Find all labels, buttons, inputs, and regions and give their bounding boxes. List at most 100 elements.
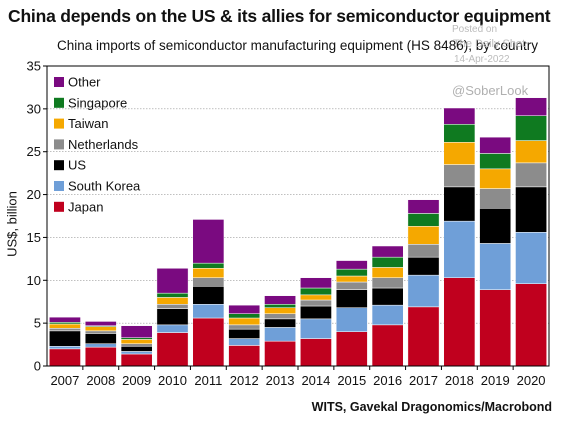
legend-swatch xyxy=(54,160,64,171)
bar-segment-us xyxy=(407,256,440,276)
bar-segment-south-korea xyxy=(515,232,547,284)
bar-segment-other xyxy=(335,260,368,270)
bar-segment-taiwan xyxy=(84,326,117,332)
bar-segment-us xyxy=(84,333,117,344)
x-tick-label: 2020 xyxy=(517,373,546,388)
legend-label: Japan xyxy=(68,199,103,214)
bar-segment-japan xyxy=(120,353,153,367)
bar-segment-us xyxy=(156,308,189,326)
x-tick-label: 2008 xyxy=(86,373,115,388)
bar-segment-taiwan xyxy=(228,317,261,326)
watermark-posted: Posted on xyxy=(452,24,498,35)
bar-segment-japan xyxy=(264,340,296,367)
bar-segment-us xyxy=(228,328,261,339)
bar-segment-taiwan xyxy=(371,267,404,278)
y-tick-label: 15 xyxy=(27,230,41,245)
bar-segment-south-korea xyxy=(479,243,512,290)
legend-label: South Korea xyxy=(68,179,141,194)
bar-segment-taiwan xyxy=(515,140,547,164)
x-tick-label: 2014 xyxy=(301,373,330,388)
bar-segment-us xyxy=(120,346,153,352)
watermark-date: 14-Apr-2022 xyxy=(454,54,510,65)
bar-segment-singapore xyxy=(49,322,81,325)
bar-segment-other xyxy=(407,199,440,214)
bar-segment-japan xyxy=(371,324,404,367)
bar-segment-netherlands xyxy=(228,324,261,330)
bar-segment-netherlands xyxy=(479,188,512,209)
bar-segment-singapore xyxy=(479,153,512,170)
bar-segment-japan xyxy=(407,306,440,367)
bar-segment-japan xyxy=(49,348,81,367)
bar-segment-other xyxy=(156,268,189,294)
bar-segment-singapore xyxy=(371,256,404,268)
x-tick-label: 2019 xyxy=(481,373,510,388)
legend-swatch xyxy=(54,118,64,129)
bar-segment-singapore xyxy=(264,304,296,308)
x-tick-label: 2017 xyxy=(409,373,438,388)
bar-segment-south-korea xyxy=(407,274,440,308)
bar-segment-taiwan xyxy=(300,294,332,301)
bar-segment-japan xyxy=(515,283,547,367)
bar-segment-japan xyxy=(479,289,512,367)
bar-segment-us xyxy=(335,289,368,308)
x-tick-label: 2009 xyxy=(122,373,151,388)
bar-segment-netherlands xyxy=(371,277,404,289)
chart-source: WITS, Gavekal Dragonomics/Macrobond xyxy=(311,400,552,414)
bar-segment-other xyxy=(300,277,332,289)
bar-segment-south-korea xyxy=(49,346,81,350)
y-tick-label: 25 xyxy=(27,144,41,159)
bar-segment-other xyxy=(120,325,153,338)
x-tick-label: 2016 xyxy=(373,373,402,388)
x-tick-label: 2011 xyxy=(194,373,222,388)
bar-segment-netherlands xyxy=(264,313,296,320)
bar-segment-south-korea xyxy=(443,220,476,278)
watermark-handle: @SoberLook xyxy=(452,83,529,98)
bar-segment-singapore xyxy=(300,287,332,296)
bar-segment-singapore xyxy=(192,262,225,269)
bar-segment-south-korea xyxy=(335,307,368,332)
bar-segment-netherlands xyxy=(407,244,440,258)
bar-segment-singapore xyxy=(120,337,153,340)
x-tick-label: 2007 xyxy=(50,373,79,388)
bar-segment-other xyxy=(371,245,404,258)
bar-segment-taiwan xyxy=(120,339,153,344)
bar-segment-taiwan xyxy=(264,307,296,314)
bar-segment-other xyxy=(228,304,261,314)
bar-segment-south-korea xyxy=(84,343,117,348)
bar-segment-singapore xyxy=(515,115,547,141)
y-tick-label: 0 xyxy=(34,359,41,374)
x-tick-label: 2015 xyxy=(337,373,366,388)
chart-subtitle: China imports of semiconductor manufactu… xyxy=(57,38,538,53)
bar-segment-japan xyxy=(228,345,261,367)
bar-segment-netherlands xyxy=(335,281,368,290)
x-tick-label: 2010 xyxy=(158,373,187,388)
y-tick-label: 20 xyxy=(27,187,41,202)
legend-swatch xyxy=(54,97,64,108)
bar-segment-us xyxy=(371,287,404,306)
plot-frame xyxy=(46,65,550,367)
bar-segment-singapore xyxy=(407,213,440,227)
legend-swatch xyxy=(54,139,64,150)
bar-segment-japan xyxy=(300,338,332,367)
bar-segment-south-korea xyxy=(120,351,153,355)
bar-segment-singapore xyxy=(443,124,476,143)
bar-segment-netherlands xyxy=(49,328,81,332)
bar-segment-japan xyxy=(192,317,225,367)
y-tick-label: 30 xyxy=(27,101,41,116)
bar-segment-south-korea xyxy=(156,324,189,333)
bar-segment-other xyxy=(192,219,225,264)
x-tick-label: 2013 xyxy=(266,373,295,388)
bar-segment-us xyxy=(515,186,547,233)
bar-segment-taiwan xyxy=(443,142,476,165)
bar-segment-netherlands xyxy=(443,164,476,188)
bar-segment-us xyxy=(443,186,476,222)
y-tick-label: 10 xyxy=(27,273,41,288)
legend-swatch xyxy=(54,181,64,191)
bar-segment-singapore xyxy=(228,313,261,319)
bar-segment-netherlands xyxy=(120,343,153,347)
bar-segment-singapore xyxy=(335,268,368,277)
bar-segment-south-korea xyxy=(371,304,404,326)
x-tick-label: 2018 xyxy=(445,373,474,388)
bar-segment-us xyxy=(479,208,512,244)
